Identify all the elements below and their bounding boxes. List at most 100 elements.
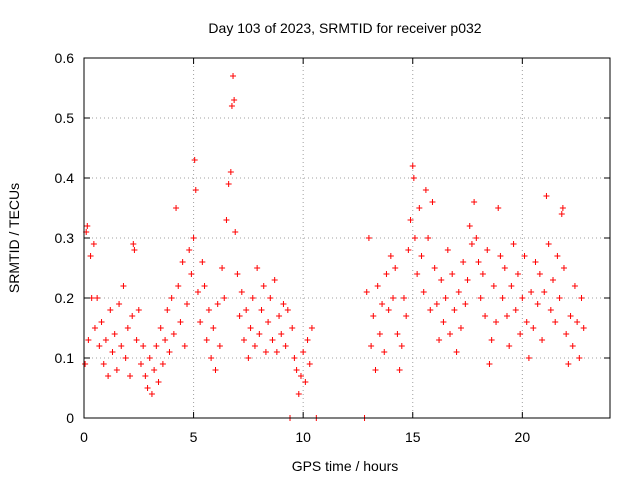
data-point: [560, 265, 567, 271]
data-point: [234, 271, 241, 277]
data-point: [201, 283, 208, 289]
data-point: [273, 349, 280, 355]
data-point: [392, 265, 399, 271]
data-point: [113, 367, 120, 373]
data-point: [559, 205, 566, 211]
data-point: [166, 349, 173, 355]
x-tick-label: 5: [190, 429, 198, 445]
data-point: [262, 349, 269, 355]
data-point: [90, 241, 97, 247]
data-point: [153, 343, 160, 349]
data-point: [411, 235, 418, 241]
data-point: [230, 73, 237, 79]
data-point: [466, 223, 473, 229]
data-point: [499, 295, 506, 301]
data-point: [468, 241, 475, 247]
data-point: [232, 229, 239, 235]
data-point: [416, 205, 423, 211]
data-point: [191, 157, 198, 163]
data-point: [387, 253, 394, 259]
data-point: [420, 289, 427, 295]
data-point: [376, 331, 383, 337]
y-tick-label: 0: [66, 410, 74, 426]
data-point: [109, 349, 116, 355]
data-point: [243, 307, 250, 313]
data-point: [433, 301, 440, 307]
data-point: [482, 313, 489, 319]
data-point: [302, 379, 309, 385]
data-point: [208, 355, 215, 361]
data-point: [552, 319, 559, 325]
data-point: [479, 271, 486, 277]
data-point: [100, 361, 107, 367]
data-point: [484, 247, 491, 253]
data-point: [267, 295, 274, 301]
data-point: [225, 181, 232, 187]
data-point: [475, 259, 482, 265]
data-point: [227, 169, 234, 175]
data-point: [192, 187, 199, 193]
data-point: [451, 307, 458, 313]
data-point: [278, 331, 285, 337]
data-point: [532, 259, 539, 265]
data-point: [85, 337, 92, 343]
data-point: [84, 223, 91, 229]
data-point: [442, 295, 449, 301]
data-point: [258, 307, 265, 313]
data-point: [365, 235, 372, 241]
data-point: [289, 325, 296, 331]
data-point: [129, 313, 136, 319]
x-axis-label: GPS time / hours: [292, 458, 399, 474]
data-point: [194, 289, 201, 295]
data-point: [91, 325, 98, 331]
data-point: [144, 385, 151, 391]
data-point: [297, 373, 304, 379]
data-point: [107, 307, 114, 313]
x-tick-label: 15: [405, 429, 421, 445]
data-point: [449, 271, 456, 277]
data-point: [304, 337, 311, 343]
data-point: [256, 331, 263, 337]
data-point: [418, 253, 425, 259]
x-tick-label: 20: [515, 429, 531, 445]
data-point: [541, 289, 548, 295]
data-point: [539, 337, 546, 343]
data-point: [576, 355, 583, 361]
data-point: [197, 319, 204, 325]
data-point: [574, 319, 581, 325]
data-point: [473, 235, 480, 241]
data-point: [410, 175, 417, 181]
data-point: [219, 265, 226, 271]
data-point: [381, 349, 388, 355]
data-point: [245, 355, 252, 361]
data-point: [223, 217, 230, 223]
data-point: [455, 289, 462, 295]
data-point: [565, 361, 572, 367]
data-point: [374, 283, 381, 289]
data-point: [512, 307, 519, 313]
data-point: [447, 331, 454, 337]
data-point: [177, 319, 184, 325]
data-point: [122, 355, 129, 361]
y-tick-label: 0.3: [55, 230, 75, 246]
data-point: [444, 247, 451, 253]
data-point: [199, 259, 206, 265]
data-point: [547, 307, 554, 313]
x-axis-ticks: 0 5 10 15 20: [80, 58, 530, 445]
data-point: [569, 343, 576, 349]
data-point: [251, 343, 258, 349]
data-point: [98, 319, 105, 325]
data-point: [398, 343, 405, 349]
data-point: [427, 307, 434, 313]
data-point: [488, 337, 495, 343]
data-point: [308, 325, 315, 331]
data-point: [179, 259, 186, 265]
y-axis-ticks: 0 0.1 0.2 0.3 0.4 0.5 0.6: [55, 50, 610, 426]
data-point: [116, 301, 123, 307]
data-point: [133, 337, 140, 343]
x-tick-label: 10: [295, 429, 311, 445]
chart-title: Day 103 of 2023, SRMTID for receiver p03…: [208, 20, 481, 36]
data-points: [82, 73, 587, 421]
data-point: [124, 325, 131, 331]
